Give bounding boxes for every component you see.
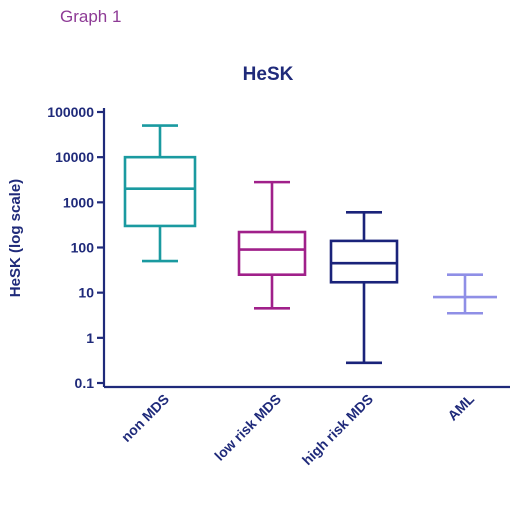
- box-plot-3: [433, 273, 497, 315]
- box-plot-2: [329, 211, 399, 365]
- category-label: low risk MDS: [211, 391, 284, 464]
- category-labels: non MDS low risk MDS high risk MDS AML: [118, 390, 478, 468]
- y-axis-ticks: 100000 10000 1000 100 10 1 0.1: [47, 104, 104, 391]
- box-plot-1: [237, 180, 307, 310]
- y-tick-label: 100000: [47, 104, 94, 120]
- y-tick-label: 10000: [55, 149, 94, 165]
- page-label: Graph 1: [60, 7, 121, 26]
- category-label: AML: [444, 390, 477, 423]
- y-tick-label: 10: [78, 285, 94, 301]
- box-iqr: [123, 155, 197, 228]
- box-plots: [123, 124, 497, 365]
- chart-title: HeSK: [243, 64, 294, 85]
- y-tick-label: 100: [71, 240, 95, 256]
- y-tick-label: 0.1: [75, 375, 95, 391]
- category-label: non MDS: [118, 391, 172, 445]
- box-iqr: [329, 239, 399, 284]
- box-plot-0: [123, 124, 197, 263]
- y-tick-label: 1: [86, 330, 94, 346]
- category-label: high risk MDS: [299, 391, 376, 468]
- y-axis-label: HeSK (log scale): [7, 179, 24, 297]
- y-tick-label: 1000: [63, 194, 94, 210]
- box-iqr: [237, 230, 307, 276]
